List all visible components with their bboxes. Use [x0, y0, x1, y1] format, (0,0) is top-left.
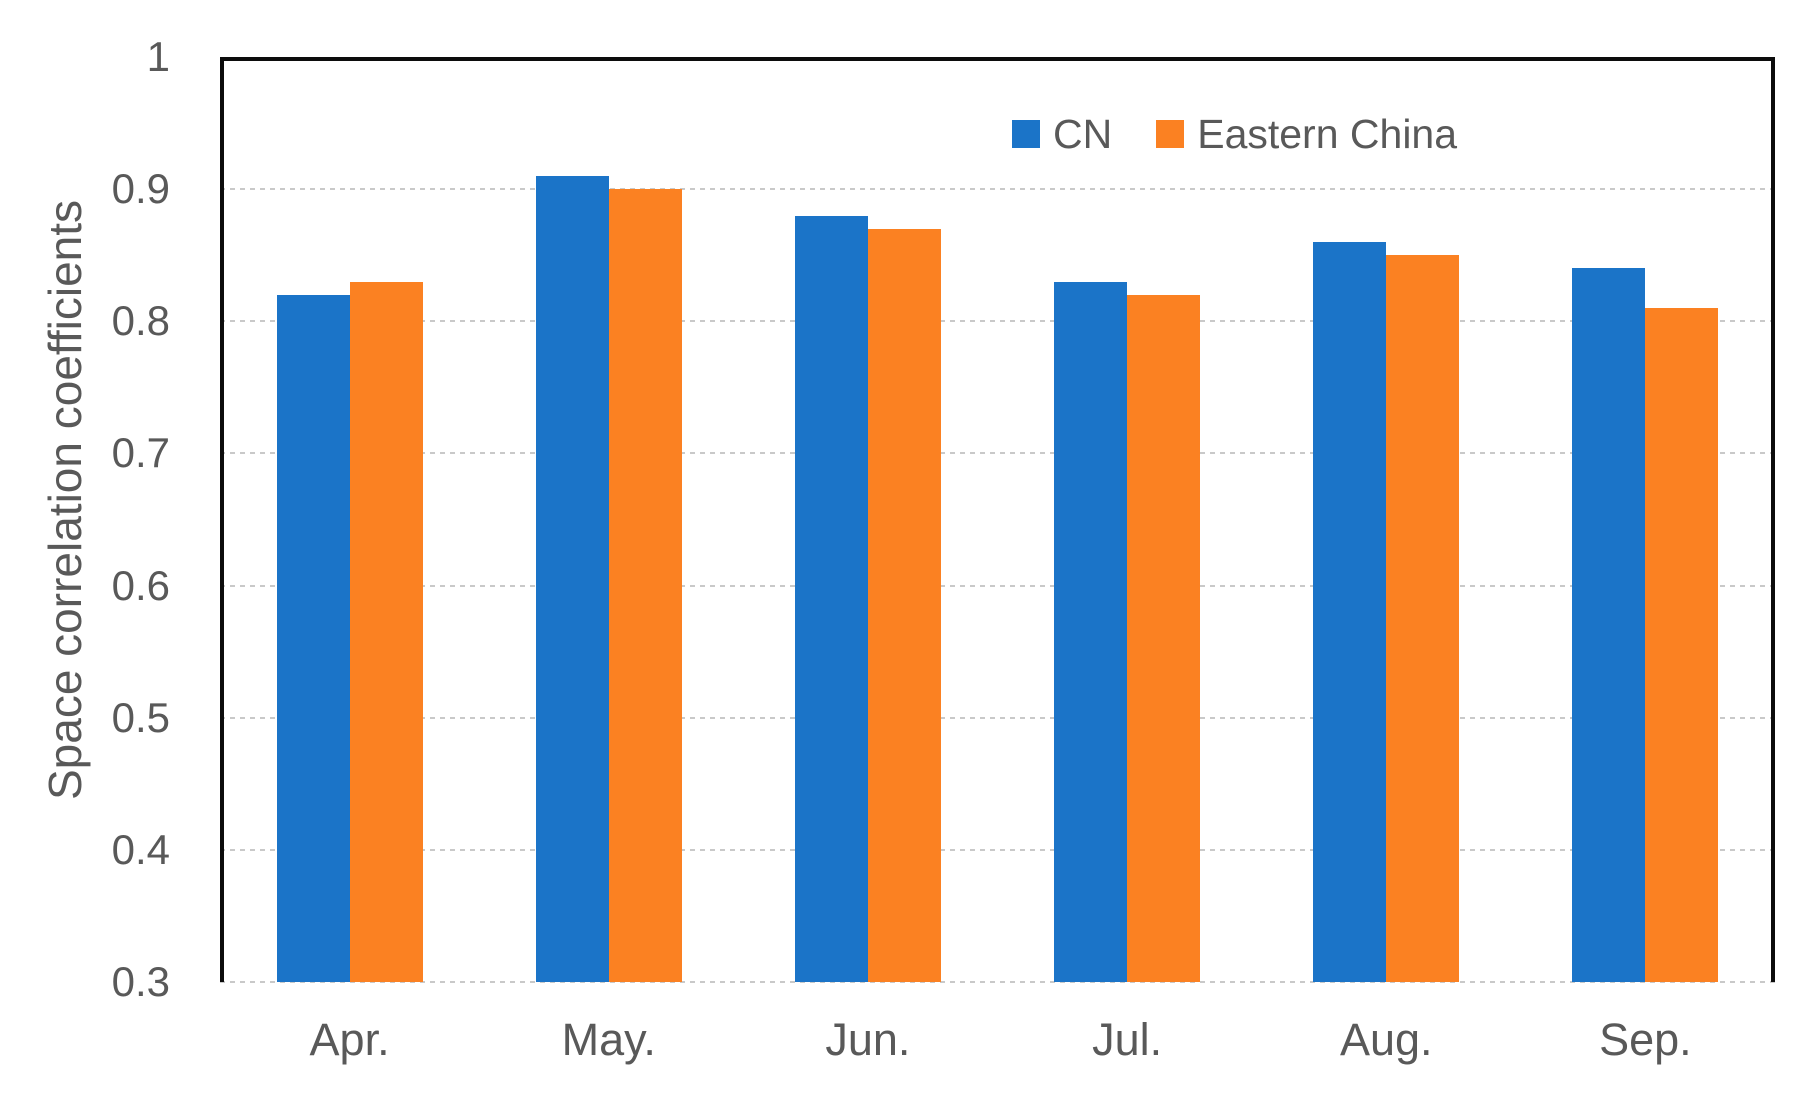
legend-item-eastern-china: Eastern China [1156, 110, 1457, 158]
y-tick-label-0.3: 0.3 [111, 958, 170, 1005]
bar-eastern-china-sep [1645, 308, 1719, 982]
y-tick-label-0.9: 0.9 [111, 165, 170, 213]
bar-cn-apr [276, 294, 350, 982]
x-tick-label-aug: Aug. [1339, 1014, 1433, 1065]
bar-cn-aug [1313, 242, 1387, 982]
bar-eastern-china-jul [1127, 294, 1201, 982]
x-tick-label-may: May. [561, 1014, 656, 1065]
y-tick-label-0.6: 0.6 [111, 561, 170, 609]
bar-cn-sep [1572, 268, 1646, 982]
y-tick-label-0.4: 0.4 [111, 825, 170, 873]
x-tick-label-apr: Apr. [309, 1014, 390, 1065]
y-tick-label-0.5: 0.5 [111, 693, 170, 741]
bar-eastern-china-jun [867, 228, 941, 982]
bar-eastern-china-aug [1386, 255, 1460, 982]
legend: CN Eastern China [1012, 110, 1457, 158]
gridline-0.4 [220, 848, 1775, 851]
bar-cn-jul [1054, 281, 1128, 982]
y-tick-label-0.7: 0.7 [111, 429, 170, 477]
legend-label-cn: CN [1053, 111, 1113, 157]
gridline-0.3 [220, 981, 1775, 983]
legend-swatch-eastern-china-icon [1156, 120, 1185, 148]
bar-cn-jun [794, 215, 868, 982]
gridline-0.9 [220, 188, 1775, 191]
legend-swatch-cn-icon [1012, 120, 1040, 148]
gridline-0.5 [220, 716, 1775, 719]
bar-cn-may [535, 175, 609, 982]
x-tick-label-jul: Jul. [1092, 1014, 1163, 1065]
x-tick-label-sep: Sep. [1599, 1014, 1692, 1065]
bar-eastern-china-may [608, 189, 682, 982]
legend-label-eastern-china: Eastern China [1197, 111, 1458, 157]
plot-area-frame [220, 57, 1775, 982]
y-tick-label-1: 1 [146, 33, 170, 80]
bar-eastern-china-apr [349, 281, 423, 982]
y-tick-label-0.8: 0.8 [111, 297, 170, 345]
gridline-0.7 [220, 452, 1775, 455]
legend-item-cn: CN [1012, 110, 1112, 158]
gridline-0.8 [220, 320, 1775, 323]
gridline-0.6 [220, 584, 1775, 587]
x-tick-label-jun: Jun. [825, 1014, 911, 1065]
